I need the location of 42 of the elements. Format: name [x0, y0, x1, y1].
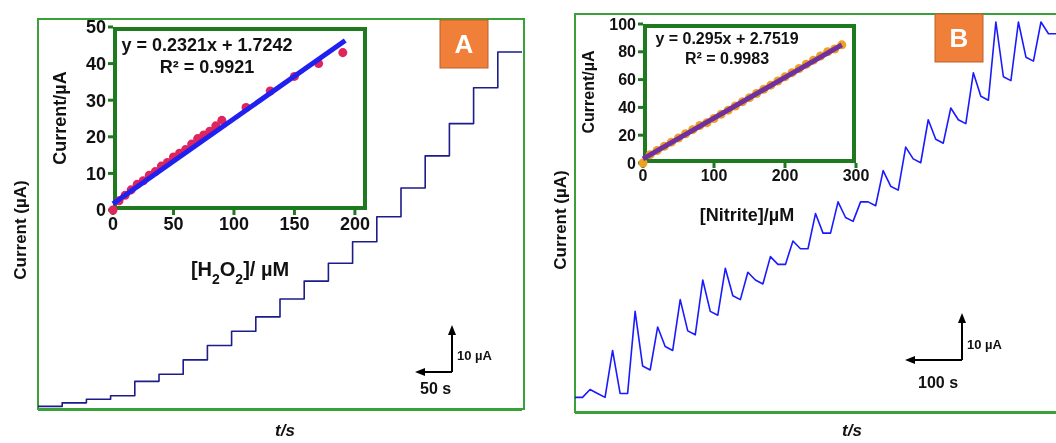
- chart-title: B: [949, 23, 969, 53]
- y-tick-label: 60: [618, 71, 637, 89]
- x-tick-label: 100: [700, 167, 728, 185]
- y-tick-label: 80: [618, 43, 637, 61]
- y-tick-label: 0: [95, 200, 106, 221]
- x-axis-title: t/s: [842, 421, 862, 440]
- x-tick-label: 100: [218, 213, 249, 234]
- annotation: 10 µA: [967, 337, 1003, 352]
- annotation: y = 0.2321x + 1.7242: [121, 35, 293, 55]
- y-tick-label: 20: [618, 126, 637, 144]
- x-tick-label: 300: [842, 167, 870, 185]
- y-tick-label: 20: [85, 127, 106, 148]
- point: [338, 48, 348, 58]
- x-axis-title: [H$_{2}$O$_{2}$]/ µM: [190, 258, 290, 287]
- annotation: 10 µA: [457, 348, 493, 363]
- y-tick-label: 40: [85, 53, 106, 74]
- x-tick-label: 0: [107, 213, 119, 234]
- y-axis-title: Current/µA: [50, 71, 70, 165]
- y-axis-title: Current (µA): [10, 180, 30, 280]
- y-tick-label: 10: [85, 163, 106, 184]
- x-tick-label: 200: [339, 213, 370, 234]
- annotation: 100 s: [918, 374, 959, 391]
- point: [638, 158, 648, 168]
- annotation: 50 s: [420, 380, 452, 397]
- y-tick-label: 30: [85, 90, 106, 111]
- y-tick-label: 40: [618, 99, 637, 117]
- x-tick-label: 150: [279, 213, 310, 234]
- x-axis-title: t/s: [275, 421, 295, 440]
- x-tick-label: 50: [163, 213, 184, 234]
- y-tick-label: 100: [609, 15, 637, 33]
- annotation: y = 0.295x + 2.7519: [655, 30, 799, 47]
- y-axis-title: Current/µA: [579, 50, 597, 134]
- annotation: R² = 0.9921: [159, 57, 255, 77]
- x-axis-title: [Nitrite]/µM: [699, 205, 795, 225]
- point: [108, 205, 118, 215]
- x-tick-label: 200: [771, 167, 799, 185]
- y-axis-title: Current (µA): [550, 170, 570, 270]
- y-tick-label: 0: [627, 154, 637, 172]
- y-tick-label: 50: [85, 17, 106, 38]
- x-tick-label: 0: [638, 167, 648, 185]
- annotation: R² = 0.9983: [684, 50, 770, 67]
- chart-title: A: [454, 29, 474, 59]
